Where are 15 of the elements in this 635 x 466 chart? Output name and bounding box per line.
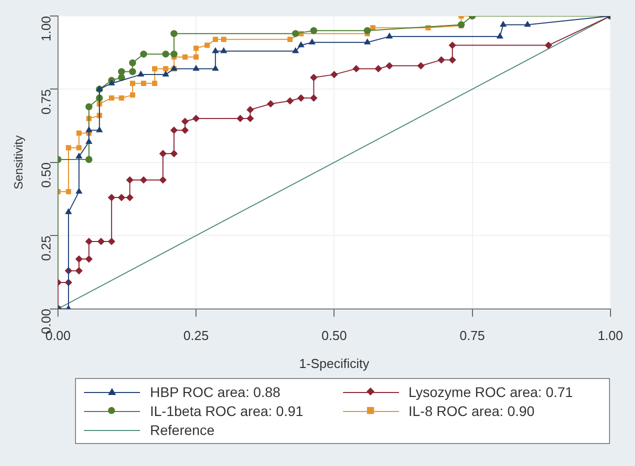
x-tick-label: 0.75 xyxy=(460,328,485,344)
y-tick-label: 0.75 xyxy=(38,89,54,115)
legend-label: Lysozyme ROC area: 0.71 xyxy=(408,384,573,400)
y-tick-label: 0.50 xyxy=(38,162,54,188)
x-tick-label: 0.25 xyxy=(183,328,209,344)
y-axis-title: Sensitivity xyxy=(12,135,26,190)
y-tick-label: 1.00 xyxy=(38,16,54,42)
x-axis-title: 1-Specificity xyxy=(299,356,370,371)
x-tick-label: 0.50 xyxy=(322,328,347,344)
y-tick-label: 0.25 xyxy=(38,236,54,261)
x-tick-label: 1.00 xyxy=(598,328,624,344)
legend-label: HBP ROC area: 0.88 xyxy=(150,384,280,400)
legend-label: Reference xyxy=(150,422,215,438)
legend-label: IL-8 ROC area: 0.90 xyxy=(408,403,535,419)
legend-label: IL-1beta ROC area: 0.91 xyxy=(150,403,304,419)
